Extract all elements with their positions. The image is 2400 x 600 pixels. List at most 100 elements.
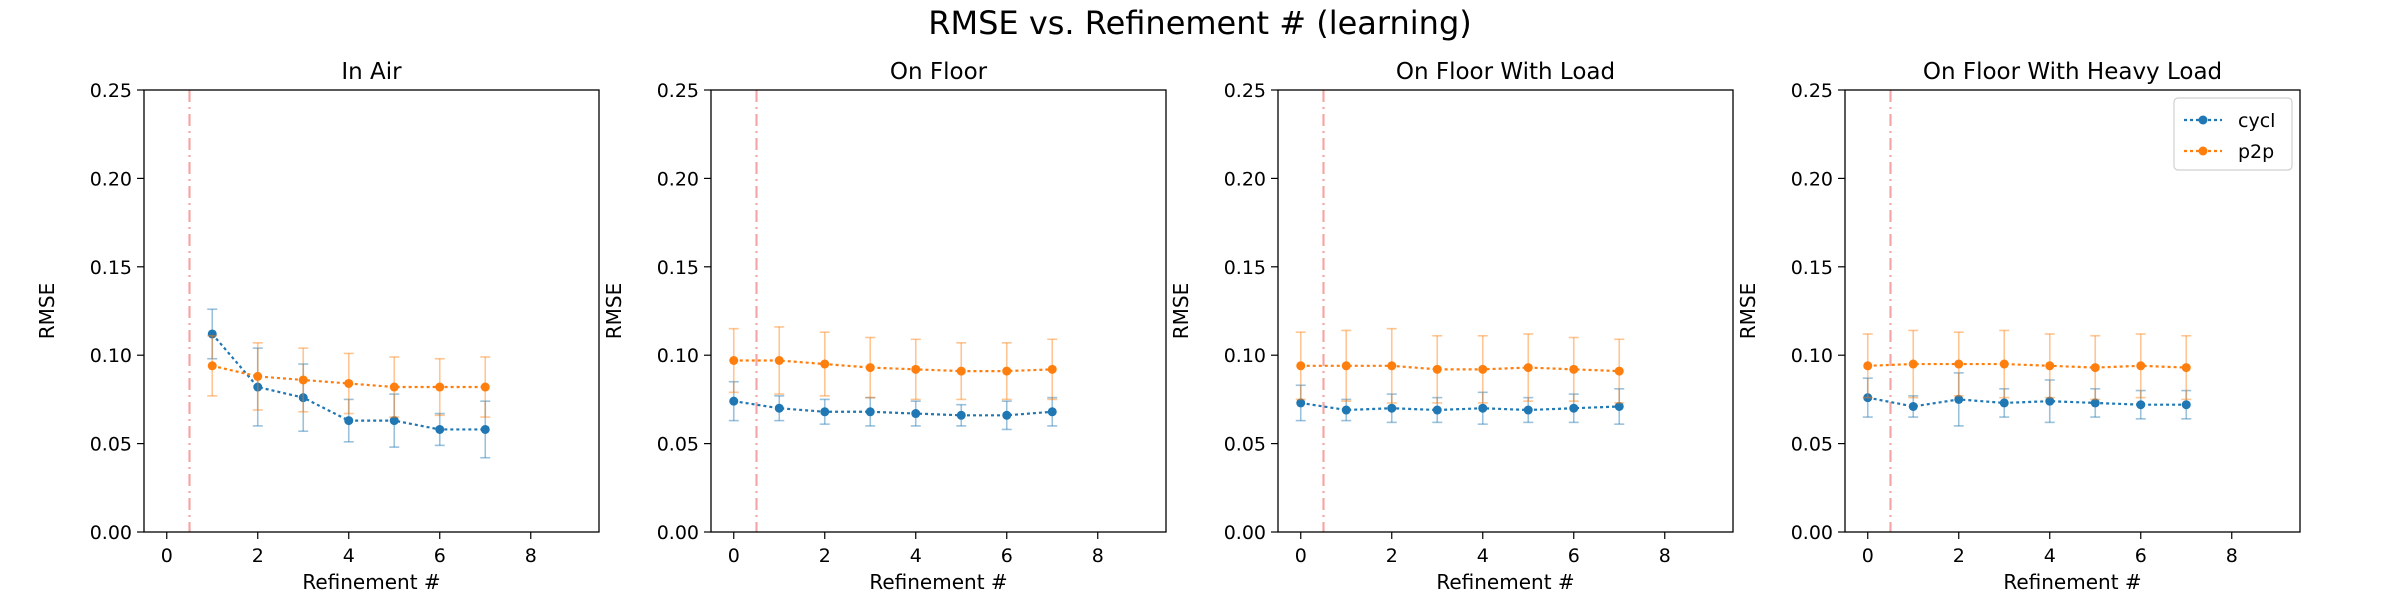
data-point (480, 382, 490, 392)
data-point (435, 382, 445, 392)
data-point (207, 361, 217, 371)
y-tick-label: 0.25 (1791, 80, 1833, 102)
subplot-title: On Floor (890, 59, 988, 85)
series-line (1300, 364, 1620, 373)
subplot-title: In Air (341, 59, 402, 85)
data-point (1908, 359, 1918, 369)
data-point (389, 382, 399, 392)
x-tick-label: 8 (525, 545, 537, 567)
data-point (1569, 403, 1579, 413)
y-tick-label: 0.05 (1224, 434, 1266, 456)
subplot-title: On Floor With Heavy Load (1923, 59, 2222, 85)
y-axis-label: RMSE (1736, 283, 1760, 339)
data-point (1614, 366, 1624, 376)
y-axis-label: RMSE (35, 283, 59, 339)
subplot-title: On Floor With Load (1396, 59, 1615, 85)
series-cycl (207, 308, 491, 459)
data-point (1387, 403, 1397, 413)
subplot-4: On Floor With Heavy Load 0 2 4 6 8 0.00 0.05 0.1… (1736, 59, 2301, 594)
legend-label: cycl (2238, 110, 2275, 132)
series-cycl (1862, 372, 2192, 427)
data-point (1523, 405, 1533, 415)
y-tick-label: 0.15 (1791, 257, 1833, 279)
data-point (774, 356, 784, 366)
x-tick-label: 8 (1659, 545, 1671, 567)
subplot-1: In Air 0 2 4 6 8 0.00 0.05 0.10 0.15 0.20 0.25 Refin… (35, 59, 600, 594)
y-axis-label: RMSE (1169, 283, 1193, 339)
y-tick-label: 0.20 (1791, 168, 1833, 190)
data-point (1341, 361, 1351, 371)
series-p2p (728, 326, 1058, 401)
y-tick-label: 0.10 (90, 345, 132, 367)
data-point (2181, 400, 2191, 410)
data-point (911, 364, 921, 374)
y-tick-label: 0.15 (1224, 257, 1266, 279)
legend: cycl p2p (2173, 97, 2293, 171)
data-point (956, 366, 966, 376)
axes-frame (710, 89, 1167, 533)
x-tick-label: 2 (1953, 545, 1965, 567)
data-point (820, 359, 830, 369)
data-point (2090, 398, 2100, 408)
subplot-3: On Floor With Load 0 2 4 6 8 0.00 0.05 0.10 0.15 0… (1169, 59, 1734, 594)
data-point (1002, 366, 1012, 376)
y-tick-label: 0.05 (1791, 434, 1833, 456)
series-p2p (1295, 327, 1625, 404)
x-tick-label: 0 (728, 545, 740, 567)
y-tick-label: 0.10 (1224, 345, 1266, 367)
data-point (1999, 398, 2009, 408)
y-tick-label: 0.15 (90, 257, 132, 279)
data-point (1002, 410, 1012, 420)
data-point (344, 378, 354, 388)
data-point (1523, 363, 1533, 373)
data-point (1954, 394, 1964, 404)
data-point (1047, 407, 1057, 417)
y-tick-label: 0.20 (90, 168, 132, 190)
series-line (1867, 362, 2187, 369)
x-axis-label: Refinement # (302, 570, 440, 594)
data-point (435, 424, 445, 434)
data-point (389, 416, 399, 426)
x-tick-label: 4 (1477, 545, 1489, 567)
x-tick-label: 4 (2044, 545, 2056, 567)
data-point (729, 396, 739, 406)
y-tick-label: 0.05 (90, 434, 132, 456)
x-axis-label: Refinement # (869, 570, 1007, 594)
y-tick-label: 0.20 (657, 168, 699, 190)
axes-frame (1844, 89, 2301, 533)
axes-frame (1277, 89, 1734, 533)
x-tick-label: 2 (252, 545, 264, 567)
data-point (207, 329, 217, 339)
data-point (1047, 364, 1057, 374)
legend-frame (2173, 97, 2293, 171)
x-tick-label: 0 (161, 545, 173, 567)
data-point (2045, 361, 2055, 371)
data-point (253, 371, 263, 381)
axes-frame (143, 89, 600, 533)
data-point (911, 409, 921, 419)
data-point (1863, 361, 1873, 371)
y-axis-label: RMSE (602, 283, 626, 339)
data-point (1478, 364, 1488, 374)
legend-label: p2p (2238, 141, 2274, 163)
data-point (1296, 398, 1306, 408)
y-tick-label: 0.25 (1224, 80, 1266, 102)
x-axis-label: Refinement # (2003, 570, 2141, 594)
y-tick-label: 0.15 (657, 257, 699, 279)
data-point (253, 382, 263, 392)
x-tick-label: 4 (343, 545, 355, 567)
x-tick-label: 6 (1568, 545, 1580, 567)
data-point (2136, 400, 2146, 410)
x-tick-label: 0 (1862, 545, 1874, 567)
legend-swatch-marker (2198, 146, 2208, 156)
x-tick-label: 8 (2226, 545, 2238, 567)
data-point (1387, 361, 1397, 371)
data-point (1999, 359, 2009, 369)
x-axis-label: Refinement # (1436, 570, 1574, 594)
data-point (2181, 363, 2191, 373)
x-tick-label: 6 (2135, 545, 2147, 567)
data-point (480, 424, 490, 434)
data-point (1296, 361, 1306, 371)
data-point (956, 410, 966, 420)
